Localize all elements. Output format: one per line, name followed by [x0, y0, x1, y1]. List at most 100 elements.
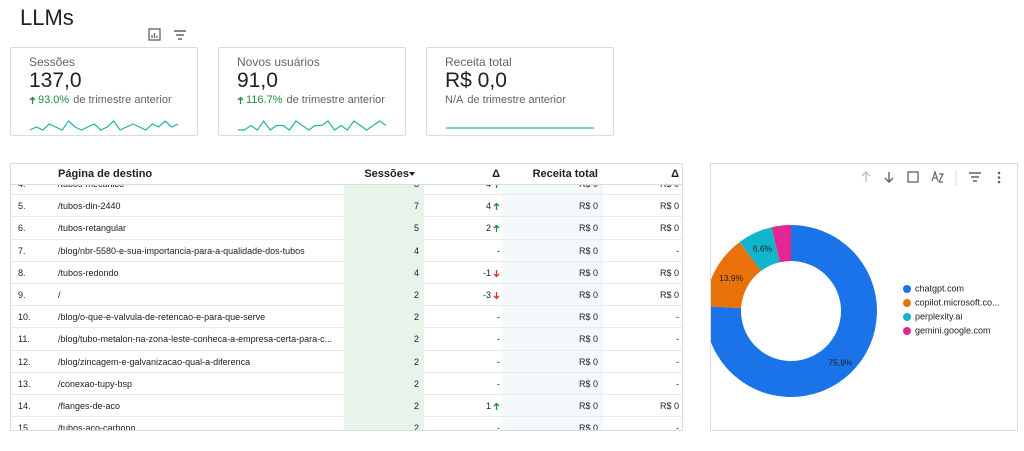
change-value: 93.0% [38, 94, 70, 106]
legend-swatch [903, 285, 911, 293]
sessions-cell: 2 [413, 356, 419, 367]
revenue-cell: R$ 0 [578, 401, 598, 411]
row-index: 15. [18, 423, 31, 431]
page-path: /blog/tubo-metalon-na-zona-leste-conheca… [58, 334, 333, 345]
table-row: 7. /blog/nbr-5580-e-sua-importancia-para-… [11, 240, 682, 262]
revenue-delta-cell: - [676, 312, 679, 323]
table-row: 5. /tubos-din-2440 7 4 R$ 0 R$ 0 [11, 195, 682, 218]
delta-cell: - [497, 378, 500, 389]
comparison-label: de trimestre anterior [467, 94, 566, 106]
delta-cell: - [497, 312, 500, 323]
sort-shape [409, 172, 415, 176]
column-header: Receita total [532, 168, 598, 180]
table-row: 15. /tubos-aco-carbono 2 - R$ 0 - [11, 417, 682, 431]
arrow-up [493, 224, 500, 233]
scorecard: Novos usuários 91,0 116.7% de trimestre ant… [218, 47, 406, 136]
donut-chart: 75,9% 13,9% 6,6% chatgpt.com copilot.microso… [711, 225, 1000, 397]
revenue-cell: R$ 0 [578, 245, 598, 256]
revenue-cell: R$ 0 [578, 267, 598, 278]
revenue-delta-cell: - [676, 245, 679, 256]
revenue-delta-cell: R$ 0 [659, 290, 679, 300]
row-index: 14. [18, 401, 31, 411]
scorecard-label: Sessões [29, 55, 76, 69]
page-path: /tubos-retangular [58, 223, 127, 234]
page-path: /tubos-redondo [58, 267, 119, 278]
revenue-cell: R$ 0 [578, 334, 598, 345]
column-header: Página de destino [58, 168, 153, 180]
arrow-shape [237, 96, 244, 104]
delta-cell: 1 [485, 401, 491, 411]
table-row: 6. /tubos-retangular 5 2 R$ 0 R$ 0 [11, 217, 682, 240]
comparison-label: de trimestre anterior [286, 94, 385, 106]
page-title: LLMs [20, 5, 74, 30]
arrow-up [493, 202, 500, 211]
sparkline-line [29, 120, 179, 131]
row-index: 13. [18, 378, 31, 389]
revenue-delta-cell: - [676, 356, 679, 367]
sort-icon[interactable] [409, 172, 415, 177]
legend-swatch [903, 327, 911, 335]
table-row: 10. /blog/o-que-e-valvula-de-retencao-e-p… [11, 306, 682, 329]
revenue-cell: R$ 0 [578, 312, 598, 323]
pie-slice [711, 242, 762, 309]
table-row: 13. /conexao-tupy-bsp 2 - R$ 0 - [11, 373, 682, 395]
sparkline-line [238, 119, 387, 131]
scorecard-change: N/A de trimestre anterior [445, 94, 566, 108]
revenue-cell: R$ 0 [578, 201, 598, 212]
revenue-delta-cell: R$ 0 [659, 401, 679, 411]
arrow-up [493, 402, 500, 410]
revenue-delta-cell: R$ 0 [659, 267, 679, 278]
change-value: N/A [445, 94, 464, 106]
revenue-delta-cell: - [676, 423, 679, 431]
arrow-down [493, 269, 500, 278]
revenue-cell: R$ 0 [578, 356, 598, 367]
delta-cell: - [497, 423, 500, 431]
sessions-column-bg [344, 184, 424, 430]
table-row: 11. /blog/tubo-metalon-na-zona-leste-conh… [11, 328, 682, 351]
table-header: Página de destino Sessões Δ Receita total Δ [11, 164, 682, 185]
row-index: 8. [18, 267, 26, 278]
revenue-cell: R$ 0 [578, 423, 598, 431]
sessions-cell: 2 [413, 290, 419, 300]
legend-swatch [903, 299, 911, 307]
page-path: / [58, 290, 61, 300]
revenue-delta-cell: R$ 0 [659, 201, 679, 212]
scorecard-label: Receita total [445, 55, 512, 69]
slice-label: 13,9% [719, 273, 744, 283]
page-path: /tubos-aco-carbono [58, 423, 136, 431]
pie-slice [711, 225, 877, 397]
table-row: 9. / 2 -3 R$ 0 R$ 0 [11, 284, 682, 307]
table-row: 8. /tubos-redondo 4 -1 R$ 0 R$ 0 [11, 262, 682, 284]
arrow-up [29, 96, 36, 104]
arrow-shape [493, 202, 500, 211]
sessions-cell: 2 [413, 423, 419, 431]
delta-cell: -1 [482, 267, 491, 278]
arrow-shape [493, 224, 500, 233]
pie-slice [739, 227, 780, 271]
page-path: /blog/o-que-e-valvula-de-retencao-e-para… [58, 312, 266, 323]
table-row: 12. /blog/zincagem-e-galvanizacao-qual-a-… [11, 351, 682, 373]
row-index: 10. [18, 312, 31, 323]
delta-cell: - [497, 356, 500, 367]
toolbar-icons[interactable] [146, 27, 192, 43]
delta-cell: -3 [482, 290, 491, 300]
delta-cell: - [497, 245, 500, 256]
legend-label: chatgpt.com [915, 283, 964, 293]
slice-label: 6,6% [753, 244, 773, 254]
sessions-cell: 7 [413, 201, 419, 212]
chart-toolbar[interactable] [851, 168, 1011, 188]
comparison-label: de trimestre anterior [73, 94, 172, 106]
delta-cell: 4 [485, 201, 491, 212]
row-index: 11. [18, 334, 30, 345]
scorecard-value: 91,0 [237, 69, 278, 92]
scorecard-value: R$ 0,0 [445, 69, 507, 92]
revenue-delta-cell: R$ 0 [659, 223, 679, 234]
revenue-delta-cell: - [676, 334, 679, 345]
row-index: 6. [18, 223, 26, 234]
sessions-cell: 2 [413, 378, 419, 389]
arrow-up [237, 96, 244, 104]
arrow-shape [493, 269, 500, 278]
sessions-cell: 2 [413, 401, 419, 411]
arrow-shape [493, 292, 500, 300]
